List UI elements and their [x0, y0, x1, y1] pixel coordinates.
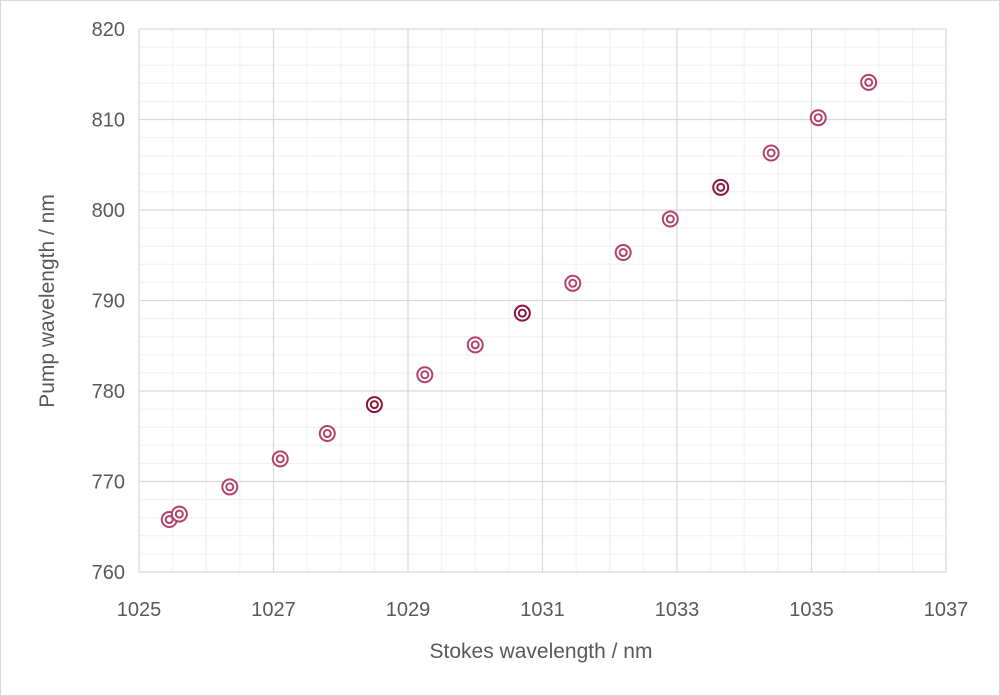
marker-inner-ring [164, 515, 174, 525]
y-tick-label: 810 [92, 110, 125, 132]
marker-outer-ring [318, 425, 336, 443]
marker-inner-ring [420, 370, 430, 380]
x-tick-label: 1029 [386, 599, 431, 621]
marker-outer-ring [564, 274, 582, 292]
marker-outer-ring [466, 336, 484, 354]
y-tick-label: 770 [92, 472, 125, 494]
data-point [513, 304, 531, 322]
y-tick-label: 800 [92, 200, 125, 222]
marker-inner-ring [322, 429, 332, 439]
data-point [318, 425, 336, 443]
marker-inner-ring [665, 214, 675, 224]
marker-inner-ring [225, 482, 235, 492]
data-points [160, 73, 878, 529]
y-tick-label: 820 [92, 19, 125, 41]
x-tick-label: 1033 [655, 599, 700, 621]
data-point [860, 73, 878, 91]
data-point [221, 478, 239, 496]
data-point [712, 178, 730, 196]
data-point [271, 450, 289, 468]
data-point [809, 109, 827, 127]
marker-inner-ring [864, 77, 874, 87]
data-point [762, 144, 780, 162]
y-tick-label: 790 [92, 291, 125, 313]
marker-outer-ring [513, 304, 531, 322]
marker-outer-ring [221, 478, 239, 496]
marker-outer-ring [712, 178, 730, 196]
x-tick-labels: 1025 1027 1029 1031 1033 1035 1037 [117, 599, 969, 621]
x-tick-label: 1031 [520, 599, 565, 621]
x-tick-label: 1037 [924, 599, 969, 621]
major-grid [138, 28, 947, 573]
marker-inner-ring [369, 400, 379, 410]
y-tick-label: 780 [92, 381, 125, 403]
marker-outer-ring [271, 450, 289, 468]
x-axis-title: Stokes wavelength / nm [430, 640, 653, 663]
x-tick-label: 1025 [117, 599, 162, 621]
marker-outer-ring [661, 210, 679, 228]
x-tick-label: 1035 [789, 599, 834, 621]
data-point [614, 244, 632, 262]
marker-outer-ring [762, 144, 780, 162]
marker-outer-ring [860, 73, 878, 91]
marker-outer-ring [809, 109, 827, 127]
data-point [661, 210, 679, 228]
data-point [466, 336, 484, 354]
marker-inner-ring [766, 148, 776, 158]
marker-inner-ring [517, 308, 527, 318]
y-tick-labels: 760 770 780 790 800 810 820 [92, 19, 125, 584]
marker-inner-ring [568, 278, 578, 288]
y-axis-title: Pump wavelength / nm [36, 194, 59, 408]
data-point [365, 396, 383, 414]
marker-inner-ring [618, 248, 628, 258]
marker-inner-ring [275, 454, 285, 464]
x-tick-label: 1027 [251, 599, 296, 621]
marker-inner-ring [470, 340, 480, 350]
data-point [564, 274, 582, 292]
marker-outer-ring [365, 396, 383, 414]
marker-inner-ring [813, 113, 823, 123]
y-tick-label: 760 [92, 562, 125, 584]
marker-outer-ring [170, 505, 188, 523]
marker-outer-ring [416, 366, 434, 384]
data-point [416, 366, 434, 384]
marker-outer-ring [614, 244, 632, 262]
marker-inner-ring [174, 509, 184, 519]
data-point [170, 505, 188, 523]
marker-inner-ring [716, 182, 726, 192]
